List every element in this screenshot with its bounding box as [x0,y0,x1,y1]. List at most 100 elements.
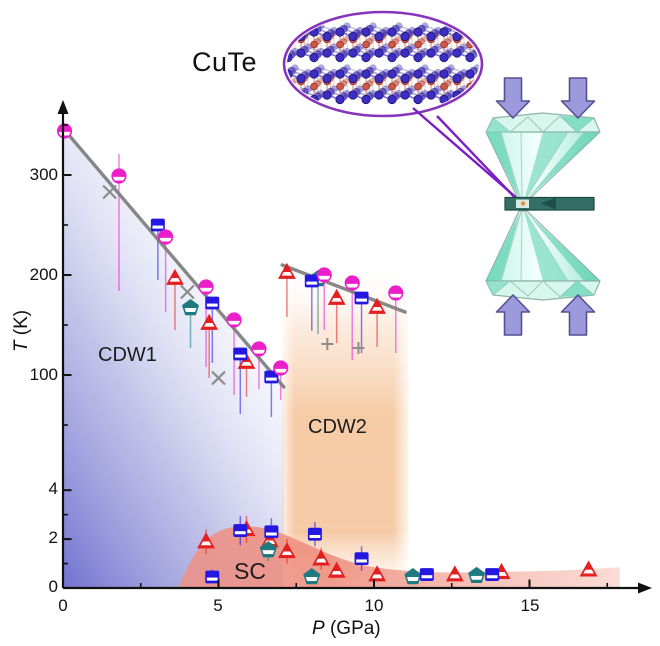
cu-atom [361,27,371,37]
cu-atom [387,27,397,37]
data-point [368,297,387,314]
crystal-structure-inset [282,10,522,205]
y-tick-label: 100 [29,365,58,384]
gasket-arrow-icon [541,197,556,210]
y-tick-label: 2 [48,528,58,547]
cu-atom [439,52,449,63]
data-point [56,123,73,139]
cu-atom [287,24,296,34]
te-atom [362,82,370,91]
cu-atom [335,94,345,105]
data-point [237,352,256,369]
cu-atom [473,89,479,98]
y-tick-label: 300 [29,165,58,184]
cu-atom [291,22,299,30]
diamond-anvil-cell [485,77,601,336]
data-point [180,284,195,300]
data-point [352,342,365,354]
cu-atom [309,52,319,63]
cu-atom [287,27,293,37]
te-atom [474,35,479,42]
cu-atom [400,48,410,58]
data-point [327,288,346,305]
cu-atom [400,31,410,42]
data-point [111,168,127,184]
data-point [205,296,220,310]
y-axis-symbol: T [11,340,32,353]
phase-label-cdw2: CDW2 [308,416,367,438]
cu-atom [296,73,306,84]
compound-title: CuTe [192,47,258,77]
cu-atom [413,69,423,79]
cu-atom [469,24,478,34]
cu-atom [413,94,423,105]
cu-atom [387,94,397,105]
data-point [316,267,332,283]
phase-label-sc: SC [234,558,266,584]
cu-atom [387,52,397,63]
data-point [198,279,214,295]
cu-atom [322,48,332,58]
data-point [304,274,319,288]
data-point [344,275,360,291]
te-atom [336,40,344,49]
cdw2-boundary [280,263,407,314]
phase-regions [63,130,620,588]
data-point [166,268,184,285]
data-point [200,313,219,330]
te-atom [388,40,396,49]
data-point [327,561,346,578]
cdw1-region [63,130,284,588]
cu-atom [322,73,332,84]
cu-atom [361,94,371,105]
data-point [277,262,296,279]
cu-atom [348,73,358,84]
cu-atom [335,27,345,37]
te-atom [336,82,344,91]
cu-atom [413,52,423,63]
data-point [388,285,404,301]
pressure-arrow-down-icon [560,77,596,119]
cu-atom [287,94,293,105]
data-point [354,552,369,566]
cu-atom [465,69,475,79]
pressure-arrow-up-icon [495,294,531,336]
data-point [485,568,500,581]
x-axis-unit: (GPa) [324,618,381,639]
cu-atom [439,69,449,79]
cu-atom [374,73,384,84]
data-point [307,527,322,541]
te-atom [362,40,370,49]
te-atom [414,82,422,91]
data-point [158,229,174,245]
phase-label-cdw1: CDW1 [98,344,157,366]
cu-atom [348,31,358,42]
cu-atom [465,94,475,105]
data-point [277,542,296,559]
cu-atom [452,48,462,58]
cu-atom [335,52,345,63]
cu-atom [400,73,410,84]
data-point [251,341,267,357]
y-axis-title: T (K) [11,301,33,361]
te-atom [310,40,318,49]
x-tick-label: 10 [364,596,384,615]
data-point [404,568,422,585]
data-point [226,312,242,328]
x-axis-symbol: P [312,618,325,639]
cu-atom [348,90,358,100]
cu-atom [473,22,479,30]
cu-atom [348,48,358,58]
data-point [197,532,216,549]
data-point [233,347,248,361]
cu-atom [322,31,332,42]
y-axis-unit: (K) [11,309,32,341]
cu-atom [287,92,296,101]
te-atom [310,82,318,91]
data-point [354,291,369,305]
cu-atom [361,69,371,79]
data-point [102,184,117,200]
pressure-arrow-down-icon [495,77,531,119]
data-point [264,370,279,384]
